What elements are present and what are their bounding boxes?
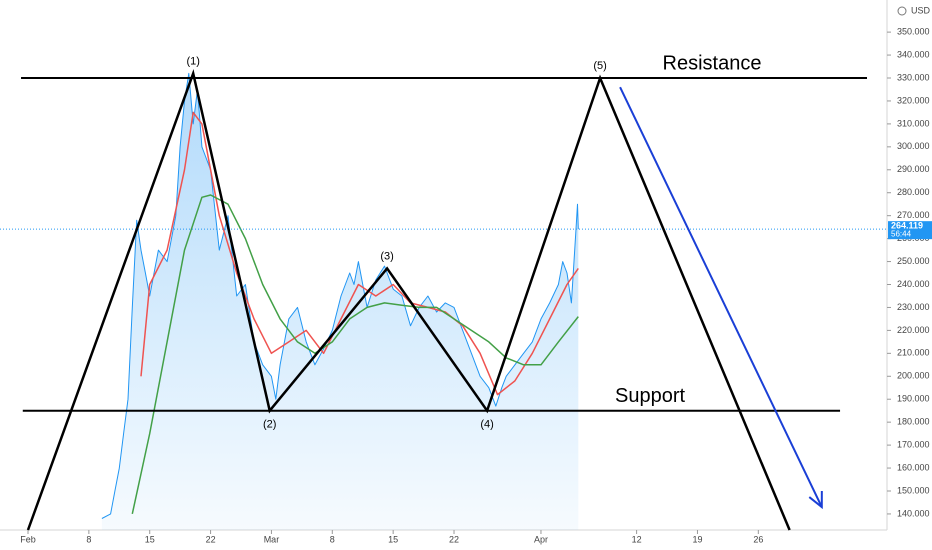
y-tick-label: 330.000 xyxy=(897,72,930,82)
x-tick-label: 22 xyxy=(449,534,459,544)
x-tick-label: Feb xyxy=(20,534,36,544)
y-tick-label: 160.000 xyxy=(897,462,930,472)
level-label: Resistance xyxy=(663,52,762,74)
y-tick-label: 220.000 xyxy=(897,325,930,335)
x-tick-label: 15 xyxy=(145,534,155,544)
arrow-head xyxy=(808,491,823,510)
y-tick-label: 150.000 xyxy=(897,485,930,495)
moving-average xyxy=(131,194,579,515)
y-tick-label: 210.000 xyxy=(897,348,930,358)
level-label: Support xyxy=(615,385,685,407)
y-tick-label: 240.000 xyxy=(897,279,930,289)
last-price-label: 264.119 xyxy=(891,221,923,231)
last-price-box xyxy=(888,221,932,240)
x-tick-label: 15 xyxy=(388,534,398,544)
x-tick-label: 19 xyxy=(692,534,702,544)
pattern-label: (1) xyxy=(186,55,199,67)
trend-arrow xyxy=(619,86,823,508)
y-tick-label: 290.000 xyxy=(897,164,930,174)
x-tick-label: 8 xyxy=(86,534,91,544)
y-tick-label: 320.000 xyxy=(897,95,930,105)
x-tick-label: 12 xyxy=(632,534,642,544)
y-tick-label: 200.000 xyxy=(897,371,930,381)
x-tick-label: Apr xyxy=(534,534,548,544)
pattern-label: (4) xyxy=(480,419,493,431)
price-area xyxy=(101,73,579,531)
y-tick-label: 190.000 xyxy=(897,394,930,404)
y-tick-label: 340.000 xyxy=(897,49,930,59)
settings-icon[interactable] xyxy=(897,6,907,16)
pattern-label: (2) xyxy=(263,419,276,431)
x-tick-label: 8 xyxy=(330,534,335,544)
y-tick-label: 280.000 xyxy=(897,187,930,197)
y-tick-label: 170.000 xyxy=(897,439,930,449)
y-tick-label: 230.000 xyxy=(897,302,930,312)
currency: USD xyxy=(911,5,931,15)
x-tick-label: 26 xyxy=(753,534,763,544)
y-tick-label: 310.000 xyxy=(897,118,930,128)
pattern-label: (5) xyxy=(593,60,606,72)
y-tick-label: 140.000 xyxy=(897,508,930,518)
y-tick-label: 180.000 xyxy=(897,417,930,427)
pattern-label: (3) xyxy=(380,250,393,262)
y-tick-label: 270.000 xyxy=(897,210,930,220)
y-tick-label: 300.000 xyxy=(897,141,930,151)
moving-average xyxy=(140,111,579,396)
x-tick-label: Mar xyxy=(264,534,280,544)
y-tick-label: 350.000 xyxy=(897,26,930,36)
y-tick-label: 250.000 xyxy=(897,256,930,266)
countdown-label: 56:44 xyxy=(891,229,912,238)
x-tick-label: 22 xyxy=(206,534,216,544)
pattern-line xyxy=(26,68,791,531)
